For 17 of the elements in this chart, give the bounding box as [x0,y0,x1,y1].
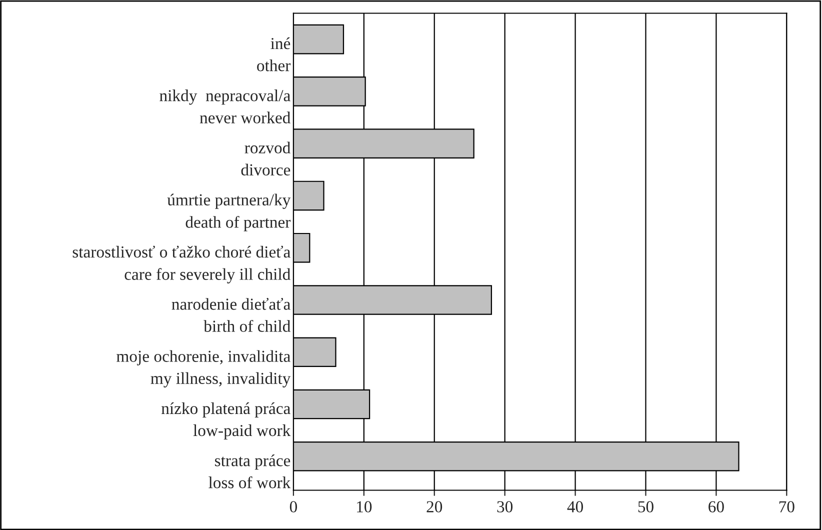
x-tick-label: 20 [426,501,442,512]
y-tick-label: nízko platená práca low-paid work [161,402,291,440]
y-tick-label: úmrtie partnera/ky death of partner [167,194,291,232]
x-tick-label: 40 [567,501,583,512]
y-tick-label: rozvod divorce [241,142,290,176]
x-tick-label: 60 [708,501,724,512]
x-tick-label: 10 [357,501,372,512]
y-tick-label: starostlivosť o ťažko choré dieťa care for severely ill child [72,246,290,284]
x-tick-label: 50 [638,501,654,512]
y-tick-label: strata práce loss of work [208,454,291,488]
x-tick-label: 30 [497,501,513,512]
x-tick-label: 70 [779,501,794,512]
y-tick-label: nikdy nepracoval/a never worked [160,90,290,124]
y-tick-label: iné other [257,37,291,72]
x-tick-label: 0 [290,501,297,512]
y-tick-label: moje ochorenie, invalidita my illness, invalidity [116,350,291,388]
y-tick-label: narodenie dieťaťa birth of child [172,298,290,332]
